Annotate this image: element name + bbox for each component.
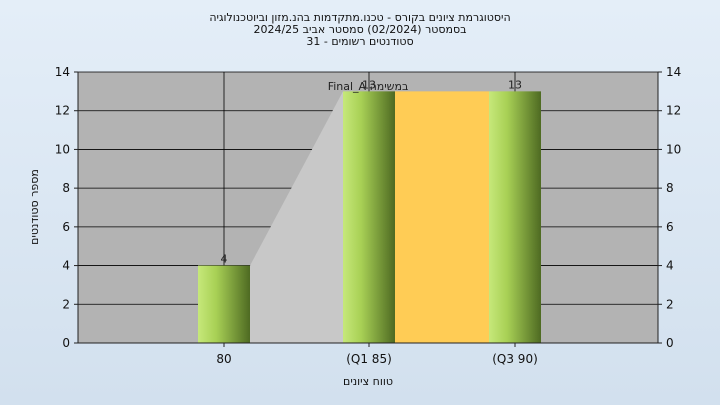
y-tick-label-left-3: 6	[62, 220, 70, 234]
y-tick-label-right-2: 4	[666, 259, 674, 273]
x-axis-title: טווח ציונים	[343, 375, 393, 388]
annotation-label: Final_A במשימה	[328, 80, 409, 93]
y-tick-label-right-7: 14	[666, 65, 681, 79]
x-tick-label-1: (Q1 85)	[346, 352, 392, 366]
y-tick-label-left-0: 0	[62, 336, 70, 350]
y-tick-label-left-1: 2	[62, 297, 70, 311]
chart-title-line-3: סטודנטים רשומים - 31	[306, 35, 414, 48]
y-tick-label-right-4: 8	[666, 181, 674, 195]
bar-2	[489, 91, 541, 343]
y-tick-label-left-6: 12	[55, 104, 70, 118]
distribution-area	[250, 91, 343, 343]
y-tick-label-left-4: 8	[62, 181, 70, 195]
y-tick-label-right-0: 0	[666, 336, 674, 350]
iqr-band	[395, 91, 489, 343]
y-tick-label-left-5: 10	[55, 142, 70, 156]
x-tick-label-0: 80	[216, 352, 231, 366]
bar-0	[198, 265, 250, 343]
y-tick-label-right-5: 10	[666, 142, 681, 156]
y-axis-title: מספר סטודנטים	[28, 169, 41, 245]
y-tick-label-right-6: 12	[666, 104, 681, 118]
y-tick-label-right-1: 2	[666, 297, 674, 311]
x-tick-label-2: (Q3 90)	[492, 352, 538, 366]
y-tick-label-left-7: 14	[55, 65, 70, 79]
bar-1	[343, 91, 395, 343]
y-tick-label-left-2: 4	[62, 259, 70, 273]
y-tick-label-right-3: 6	[666, 220, 674, 234]
data-label-0: 4	[221, 253, 228, 266]
data-label-1: 13	[362, 78, 376, 91]
chart-title-line-2: בסמסטר (02/2024) סמסטר אביב 2024/25	[253, 23, 467, 36]
chart-title-line-1: היסטוגרמת ציונים בקורס - טכנו.מתקדמות בה…	[209, 11, 511, 24]
data-label-2: 13	[508, 78, 522, 91]
